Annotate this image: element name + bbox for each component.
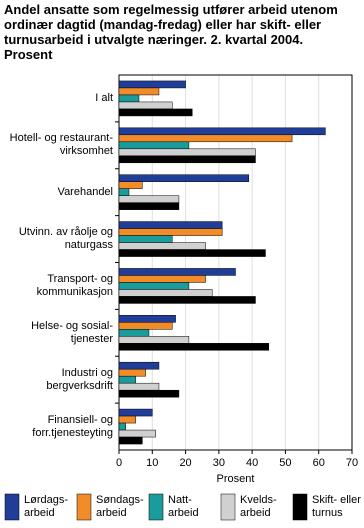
legend-swatch — [220, 493, 236, 521]
bar — [118, 134, 293, 143]
bar — [118, 87, 160, 96]
bar — [118, 436, 143, 445]
bar — [118, 181, 143, 189]
bar — [118, 127, 326, 136]
bar — [118, 408, 153, 417]
bar — [118, 415, 136, 424]
legend-swatch — [292, 493, 308, 521]
bar — [118, 94, 140, 103]
bar — [118, 336, 190, 344]
legend-label: Søndags- arbeid — [96, 494, 144, 519]
legend-swatch — [76, 493, 92, 521]
x-tick-label: 10 — [146, 457, 158, 469]
bar — [118, 202, 180, 210]
x-tick-label: 70 — [346, 457, 358, 469]
legend-label: Lørdags- arbeid — [24, 494, 69, 519]
bar — [118, 361, 160, 370]
bar — [118, 282, 190, 290]
y-tick-label: Varehandel — [57, 185, 113, 198]
x-tick-label: 60 — [313, 457, 325, 469]
bar — [118, 322, 173, 330]
bar — [118, 141, 190, 150]
bar — [118, 296, 256, 304]
bar — [118, 195, 180, 203]
bar — [118, 289, 213, 297]
y-tick-label: Industri og bergverksdrift — [46, 366, 113, 392]
bar — [118, 188, 130, 196]
x-tick-label: 20 — [179, 457, 191, 469]
bar — [118, 275, 206, 283]
chart-title: Andel ansatte som regelmessig utfører ar… — [4, 2, 338, 62]
x-tick-label: 30 — [213, 457, 225, 469]
bar — [118, 429, 156, 438]
x-tick-label: 50 — [279, 457, 291, 469]
bar — [118, 221, 223, 229]
bar — [118, 80, 186, 89]
bar — [118, 148, 256, 157]
bar — [118, 315, 176, 323]
legend-label: Natt- arbeid — [168, 494, 199, 519]
bar — [118, 101, 173, 110]
bar — [118, 242, 206, 250]
bar — [118, 329, 150, 337]
bar — [118, 174, 250, 182]
y-tick-label: I alt — [95, 91, 113, 104]
bar — [118, 249, 266, 257]
bar — [118, 268, 236, 276]
legend-swatch — [148, 493, 164, 521]
y-tick-label: Hotell- og restaurant- virksomhet — [9, 132, 113, 158]
bar — [118, 382, 160, 391]
bar — [118, 422, 126, 431]
bar — [118, 155, 256, 164]
x-axis-label: Prosent — [217, 473, 255, 485]
y-tick-label: Utvinn. av råolje og naturgass — [18, 226, 113, 252]
x-tick-label: 40 — [246, 457, 258, 469]
bar — [118, 389, 180, 398]
bar — [118, 343, 270, 351]
bar — [118, 108, 193, 117]
legend-label: Kvelds- arbeid — [240, 494, 277, 519]
bar — [118, 368, 146, 377]
legend-label: Skift- eller turnus — [312, 494, 361, 519]
legend-swatch — [4, 493, 20, 521]
y-tick-label: Finansiell- og forr.tjenesteyting — [32, 413, 113, 439]
y-tick-label: Transport- og kommunikasjon — [36, 272, 113, 298]
y-tick-label: Helse- og sosial- tjenester — [31, 319, 113, 345]
bar — [118, 375, 136, 384]
bar — [118, 235, 173, 243]
x-tick-label: 0 — [116, 457, 122, 469]
bar — [118, 228, 223, 236]
